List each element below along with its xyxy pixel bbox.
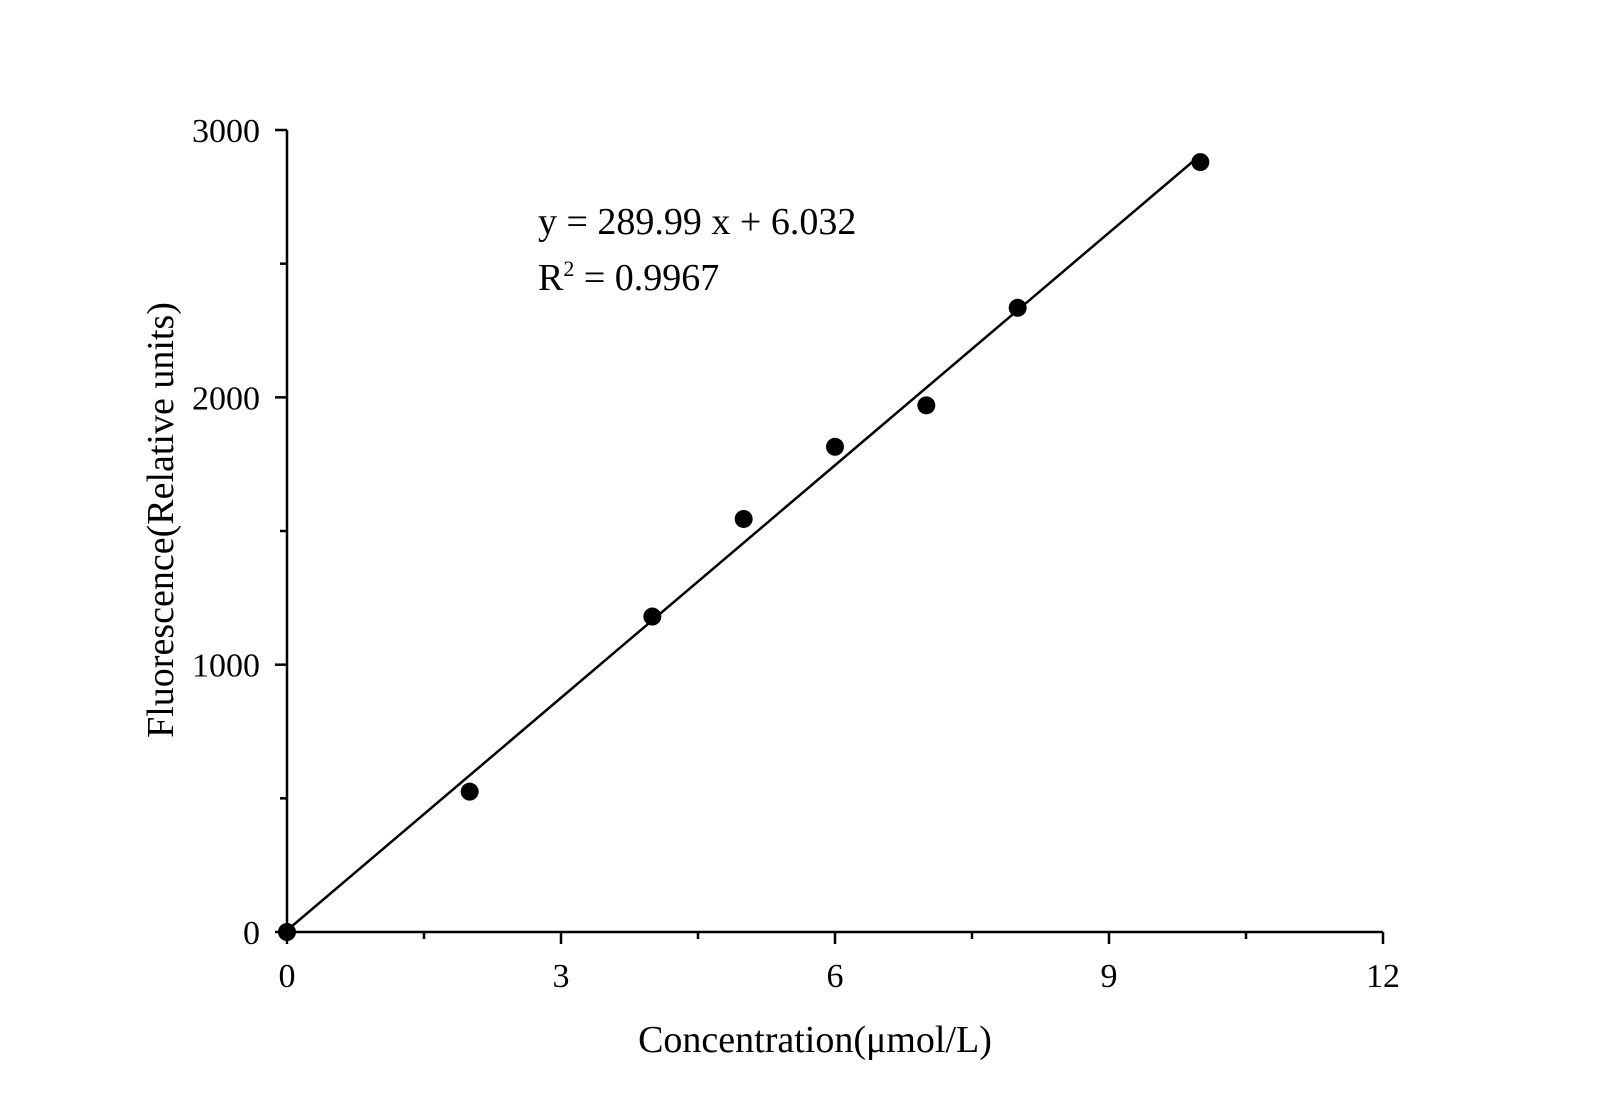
data-point (278, 923, 296, 941)
x-tick-label: 3 (553, 958, 570, 995)
x-tick-label: 6 (827, 958, 844, 995)
y-tick-label: 0 (243, 915, 260, 952)
data-point (734, 509, 753, 528)
r-value: = 0.9967 (574, 257, 719, 299)
fit-line-group (286, 154, 1202, 932)
y-tick-label: 2000 (192, 380, 260, 417)
y-tick-label: 1000 (192, 648, 260, 685)
y-tick-label: 3000 (192, 113, 260, 150)
regression-line (286, 154, 1202, 932)
data-points (278, 153, 1210, 941)
data-point (1008, 298, 1027, 317)
x-tick-label: 0 (279, 958, 296, 995)
y-axis-title: Fluorescence(Relative units) (140, 302, 182, 738)
r-symbol: R (538, 257, 564, 299)
x-axis-title: Concentration(μmol/L) (638, 1019, 992, 1061)
data-point (917, 396, 936, 415)
r-squared-label: R2 = 0.9967 (538, 256, 719, 299)
data-point (1191, 153, 1210, 172)
data-point (643, 607, 662, 626)
x-tick-label: 9 (1101, 958, 1118, 995)
axes (285, 130, 1383, 934)
x-tick-label: 12 (1366, 958, 1400, 995)
data-point (460, 782, 479, 801)
r-superscript: 2 (563, 256, 574, 281)
ticks: 0 3 6 9 12 0 1000 2000 3000 (192, 113, 1400, 995)
data-point (826, 437, 844, 456)
regression-equation: y = 289.99 x + 6.032 (538, 201, 856, 243)
